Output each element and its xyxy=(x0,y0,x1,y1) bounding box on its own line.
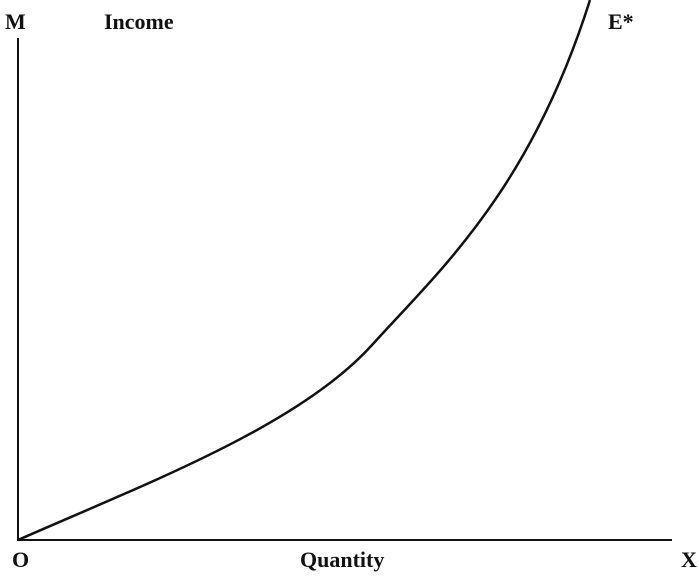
curve-label: E* xyxy=(608,9,634,34)
x-axis-label: Quantity xyxy=(300,547,384,572)
y-axis-letter: M xyxy=(5,9,26,34)
y-axis-label: Income xyxy=(104,9,174,34)
x-axis-letter: X xyxy=(681,547,697,572)
engel-curve xyxy=(17,0,592,542)
origin-label: O xyxy=(12,547,29,572)
